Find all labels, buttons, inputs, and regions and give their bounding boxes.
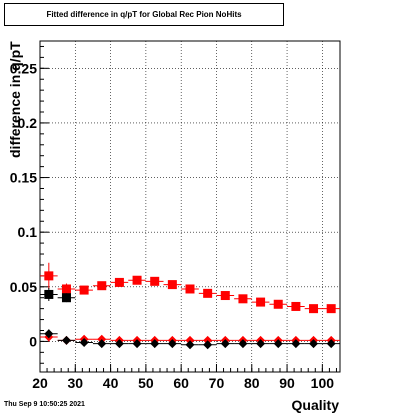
x-tick-label: 80: [244, 375, 260, 391]
diamond-marker: [203, 340, 213, 350]
square-marker: [97, 281, 107, 291]
data-point: [269, 299, 288, 309]
data-point: [163, 339, 182, 349]
data-point: [75, 285, 93, 295]
square-marker: [185, 284, 195, 294]
data-point: [92, 339, 111, 349]
square-marker: [132, 275, 142, 285]
data-point: [322, 304, 340, 314]
data-point: [287, 339, 305, 349]
x-tick-label: 20: [32, 375, 48, 391]
y-tick-label: 0.05: [10, 279, 37, 295]
data-point: [128, 275, 146, 285]
data-point: [181, 340, 199, 350]
data-point: [198, 340, 217, 350]
x-tick-label: 90: [279, 375, 295, 391]
diamond-marker: [273, 339, 283, 349]
x-tick-label: 70: [209, 375, 225, 391]
square-marker: [309, 304, 319, 314]
x-tick-label: 100: [311, 375, 335, 391]
square-marker: [220, 291, 230, 301]
data-point: [304, 339, 323, 349]
data-point: [234, 294, 252, 304]
y-tick-label: 0.2: [18, 115, 38, 131]
data-marks: [40, 262, 340, 350]
square-marker: [150, 276, 160, 286]
chart-title: Fitted difference in q/pT for Global Rec…: [4, 3, 284, 26]
timestamp: Thu Sep 9 10:50:25 2021: [4, 401, 85, 408]
diamond-marker: [309, 339, 319, 349]
x-axis-label: Quality: [292, 397, 340, 413]
square-marker: [291, 301, 301, 311]
square-marker: [61, 284, 71, 294]
y-tick-label: 0.15: [10, 170, 37, 186]
data-point: [40, 329, 58, 339]
square-marker: [238, 294, 248, 304]
data-point: [92, 281, 111, 291]
square-marker: [273, 299, 283, 309]
diamond-marker: [150, 339, 160, 349]
grid-lines: [39, 41, 340, 372]
diamond-marker: [256, 339, 266, 349]
diamond-marker: [61, 335, 71, 345]
data-point: [57, 293, 76, 303]
data-point: [145, 276, 164, 286]
diamond-marker: [114, 339, 124, 349]
plot-frame: [39, 40, 341, 373]
data-point: [251, 297, 270, 307]
x-tick-label: 50: [138, 375, 154, 391]
x-tick-label: 30: [68, 375, 84, 391]
data-point: [163, 280, 182, 290]
data-point: [234, 339, 252, 349]
data-point: [145, 339, 164, 349]
square-marker: [167, 280, 177, 290]
data-point: [216, 291, 235, 301]
data-point: [40, 262, 58, 289]
data-point: [40, 287, 58, 301]
diamond-marker: [185, 340, 195, 350]
data-point: [287, 301, 305, 311]
data-point: [75, 338, 93, 348]
square-marker: [61, 293, 71, 303]
square-marker: [256, 297, 266, 307]
data-point: [251, 339, 270, 349]
square-marker: [79, 285, 89, 295]
data-point: [110, 339, 129, 349]
square-marker: [44, 289, 54, 299]
data-point: [269, 339, 288, 349]
data-point: [322, 339, 340, 349]
y-tick-label: 0.25: [10, 60, 37, 76]
diamond-marker: [97, 339, 107, 349]
y-tick-label: 0: [29, 333, 37, 349]
data-point: [304, 304, 323, 314]
diamond-marker: [44, 329, 54, 339]
diamond-marker: [238, 339, 248, 349]
diamond-marker: [291, 339, 301, 349]
square-marker: [44, 271, 54, 281]
x-tick-label: 60: [173, 375, 189, 391]
data-point: [216, 339, 235, 349]
y-axis-label: difference in q/pT: [7, 41, 23, 158]
data-point: [128, 339, 146, 349]
diamond-marker: [220, 339, 230, 349]
diamond-marker: [132, 339, 142, 349]
diamond-marker: [326, 339, 336, 349]
data-point: [181, 284, 199, 294]
data-point: [198, 288, 217, 298]
diamond-marker: [167, 339, 177, 349]
diamond-marker: [79, 338, 89, 348]
data-point: [57, 283, 76, 295]
axis-labels: Quality difference in q/pT: [7, 41, 339, 413]
square-marker: [114, 277, 124, 287]
square-marker: [326, 304, 336, 314]
data-point: [57, 335, 76, 345]
data-point: [110, 277, 129, 287]
axes: 20 30 40 50 60 70 80 90 100 0 0.05 0.1 0.15 0.2 0.25: [10, 40, 341, 391]
x-tick-label: 40: [103, 375, 119, 391]
y-tick-label: 0.1: [18, 224, 38, 240]
square-marker: [203, 288, 213, 298]
